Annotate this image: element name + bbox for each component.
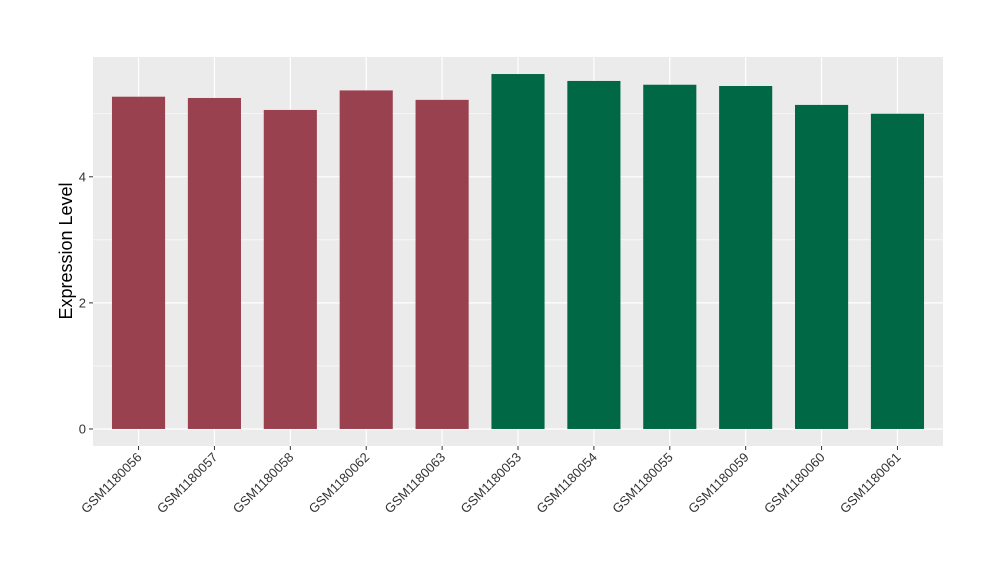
- bar: [643, 84, 697, 429]
- bar: [339, 90, 393, 429]
- x-tick-label: GSM1180055: [609, 450, 676, 517]
- y-tick-label: 2: [79, 295, 86, 310]
- y-axis-title: Expression Level: [56, 182, 76, 319]
- x-tick-label: GSM1180053: [457, 450, 524, 517]
- x-tick-label: GSM1180063: [382, 450, 449, 517]
- x-tick-label: GSM1180062: [306, 450, 373, 517]
- y-tick-label: 0: [79, 421, 86, 436]
- x-tick-label: GSM1180057: [154, 450, 221, 517]
- bar: [263, 109, 317, 429]
- x-tick-label: GSM1180054: [533, 450, 600, 517]
- bar: [111, 96, 166, 429]
- x-tick-label: GSM1180060: [761, 450, 828, 517]
- x-tick-label: GSM1180058: [230, 450, 297, 517]
- bar: [567, 80, 621, 429]
- y-tick-label: 4: [79, 169, 86, 184]
- bar: [415, 99, 469, 429]
- y-axis-ticks: 0 2 4: [79, 169, 93, 436]
- x-tick-label: GSM1180061: [837, 450, 904, 517]
- bar: [187, 97, 241, 429]
- x-axis-ticks: GSM1180056 GSM1180057 GSM1180058 GSM1180062…: [78, 446, 904, 516]
- x-tick-label: GSM1180056: [78, 450, 145, 517]
- bar: [795, 104, 849, 429]
- bar: [491, 74, 545, 429]
- bars: [111, 74, 925, 429]
- bar: [870, 113, 925, 429]
- x-tick-label: GSM1180059: [685, 450, 752, 517]
- bar: [719, 86, 773, 429]
